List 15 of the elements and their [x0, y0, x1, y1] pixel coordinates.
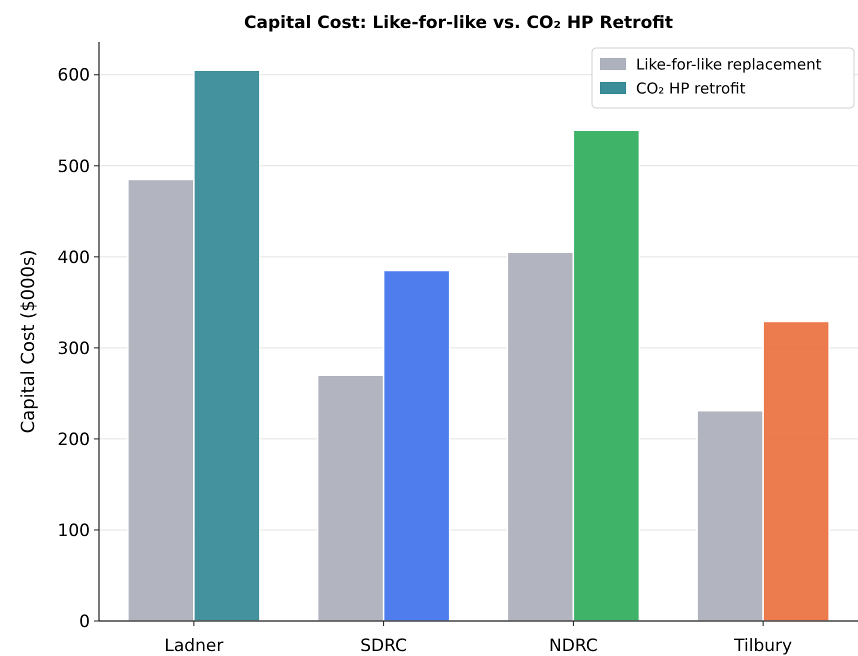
- y-tick-label: 400: [58, 248, 90, 268]
- x-tick-label: SDRC: [360, 636, 407, 656]
- x-tick-label: NDRC: [549, 636, 598, 656]
- chart-title: Capital Cost: Like-for-like vs. CO₂ HP Retrofit: [244, 13, 673, 33]
- y-tick-label: 200: [58, 430, 90, 450]
- x-tick-label: Tilbury: [733, 636, 792, 656]
- y-axis-title: Capital Cost ($000s): [18, 250, 39, 434]
- y-tick-label: 600: [58, 66, 90, 86]
- y-tick-label: 100: [58, 520, 90, 541]
- x-tick-label: Ladner: [164, 636, 224, 656]
- y-tick-label: 500: [58, 156, 90, 177]
- legend-label: Like-for-like replacement: [636, 55, 822, 74]
- y-tick-label: 0: [79, 612, 90, 632]
- legend-label: CO₂ HP retrofit: [636, 79, 746, 98]
- y-tick-label: 300: [58, 338, 90, 359]
